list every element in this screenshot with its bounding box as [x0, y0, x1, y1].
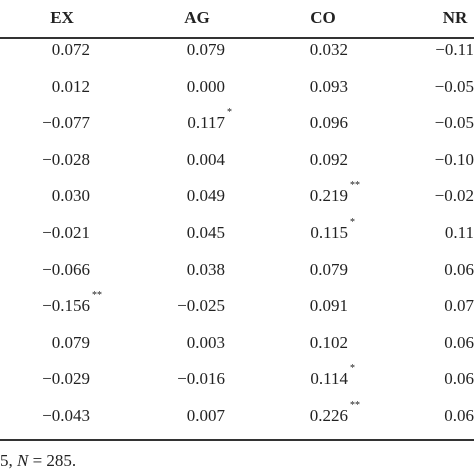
cell-value: 0.226	[309, 406, 348, 425]
cell-value: 0.102	[309, 332, 348, 352]
column-header: CO	[310, 8, 336, 27]
cell-value: −0.028	[42, 149, 90, 169]
significance-mark: **	[350, 400, 360, 411]
column-header: AG	[184, 8, 210, 27]
significance-mark: *	[350, 217, 355, 228]
cell-value: 0.079	[51, 332, 90, 352]
cell-value: 0.06	[444, 259, 474, 279]
cell-value: −0.156	[42, 296, 90, 316]
cell-value: 0.003	[186, 332, 225, 352]
significance-mark: *	[350, 363, 355, 375]
cell-value: 0.11	[444, 223, 474, 242]
cell-value: 0.117	[187, 113, 225, 133]
footnote-text: = 285.	[32, 451, 77, 470]
cell-value: −0.043	[42, 406, 90, 425]
cell-value: 0.06	[444, 369, 474, 389]
cell-value: 0.115	[310, 223, 348, 242]
cell-value: 0.004	[186, 149, 225, 169]
cell-value: 0.012	[51, 76, 90, 96]
cell-value: 0.219	[309, 186, 348, 206]
cell-value: 0.030	[51, 186, 90, 206]
cell-value: 0.093	[309, 76, 348, 96]
cell-value: 0.072	[51, 40, 90, 59]
cell-value: −0.021	[42, 223, 90, 242]
cell-value: −0.05	[434, 113, 474, 133]
bottom-rule	[0, 439, 474, 441]
cell-value: 0.038	[186, 259, 225, 279]
cell-value: 0.079	[186, 40, 225, 59]
cell-value: −0.029	[42, 369, 90, 389]
cell-value: −0.10	[434, 149, 474, 169]
cell-value: 0.049	[186, 186, 225, 206]
cell-value: −0.016	[177, 369, 225, 389]
significance-mark: *	[227, 107, 232, 119]
cell-value: 0.06	[444, 406, 474, 425]
cell-value: 0.06	[444, 332, 474, 352]
footnote-variable: N	[17, 451, 29, 470]
footnote-text: 5,	[0, 451, 13, 470]
cell-value: −0.066	[42, 259, 90, 279]
significance-mark: **	[92, 290, 102, 302]
column-header: NR	[442, 8, 468, 27]
cell-value: −0.077	[42, 113, 90, 133]
cell-value: 0.032	[309, 40, 348, 59]
cell-value: −0.02	[434, 186, 474, 206]
cell-value: 0.092	[309, 149, 348, 169]
cell-value: 0.096	[309, 113, 348, 133]
cell-value: 0.007	[186, 406, 225, 425]
cell-value: −0.11	[435, 40, 474, 59]
header-rule	[0, 37, 474, 39]
significance-mark: **	[350, 180, 360, 192]
cell-value: 0.000	[186, 76, 225, 96]
cell-value: −0.05	[434, 76, 474, 96]
cell-value: 0.045	[186, 223, 225, 242]
footnote: 5, N = 285.	[0, 451, 76, 471]
cell-value: −0.025	[177, 296, 225, 316]
cell-value: 0.091	[309, 296, 348, 316]
cell-value: 0.079	[309, 259, 348, 279]
cell-value: 0.114	[310, 369, 348, 389]
column-header: EX	[50, 8, 74, 27]
cell-value: 0.07	[444, 296, 474, 316]
